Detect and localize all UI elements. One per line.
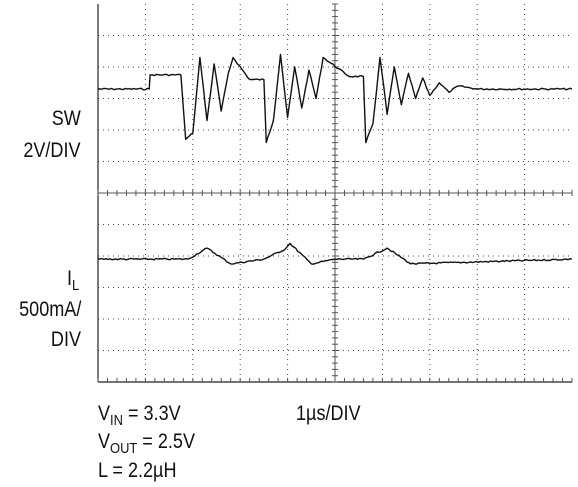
il-scale-label: 500mA/ [18,298,81,321]
sw-scale-label: 2V/DIV [23,139,81,162]
il-channel-label: IL [66,267,79,294]
inductor-label: L = 2.2µH [98,459,177,482]
traces [97,53,573,265]
trace-il [97,242,573,265]
vout-label: VOUT = 2.5V [98,430,196,457]
vin-label: VIN = 3.3V [98,402,181,429]
il-scale-label-2: DIV [50,328,81,351]
graticule [97,3,573,383]
trace-sw [98,53,573,144]
time-div-label: 1µs/DIV [296,402,361,425]
sw-channel-label: SW [51,107,81,130]
